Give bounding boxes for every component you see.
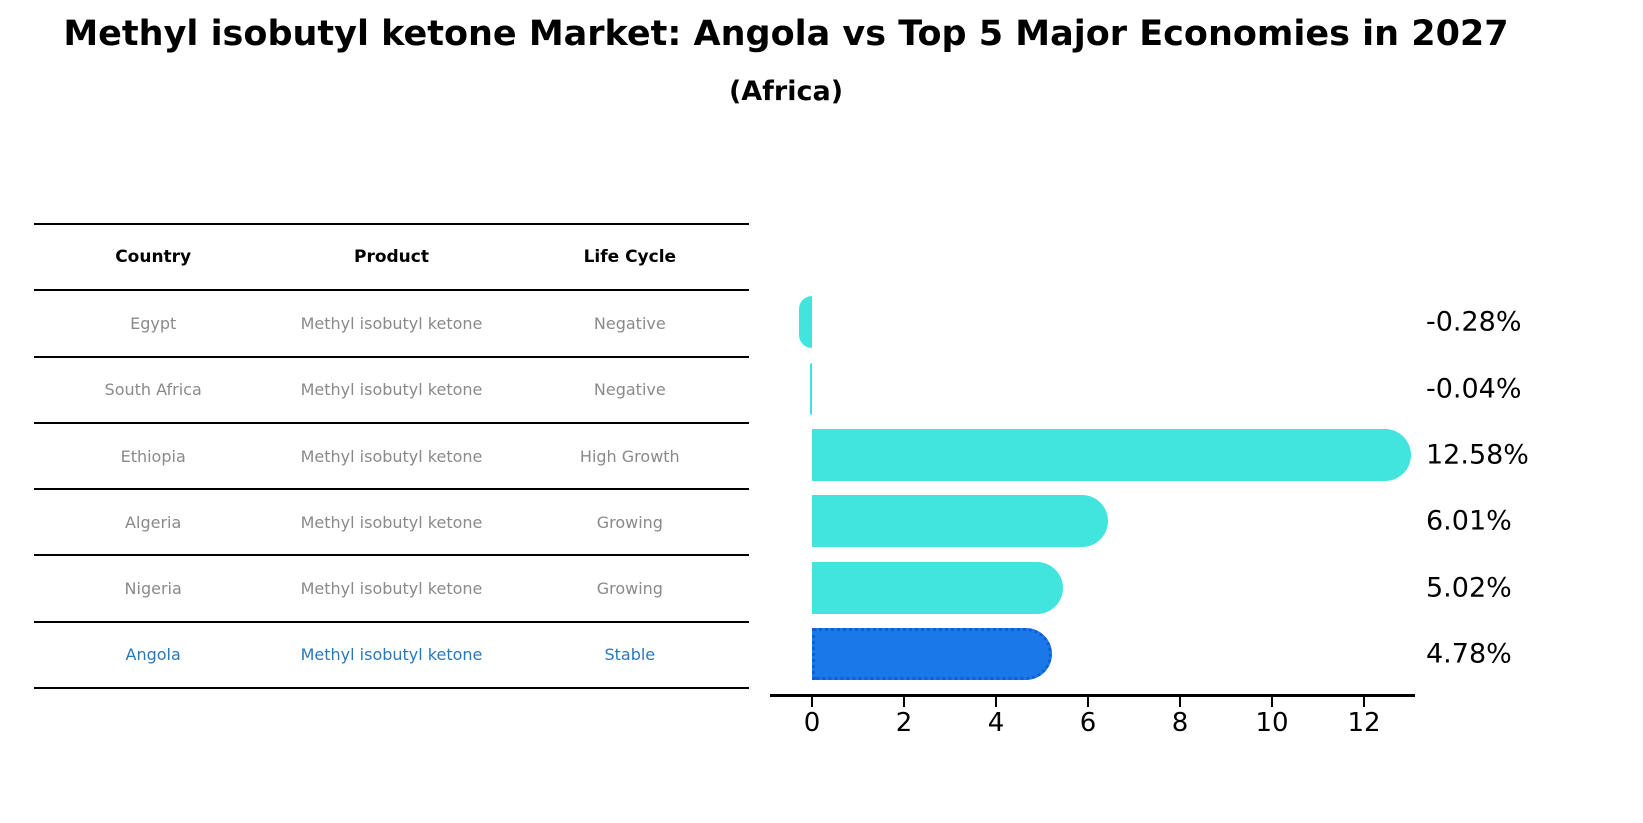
table-row-egypt: Egypt Methyl isobutyl ketone Negative (34, 291, 749, 358)
product-cell: Methyl isobutyl ketone (300, 579, 483, 599)
product-cell: Methyl isobutyl ketone (300, 512, 483, 532)
bar-value-label: -0.04% (1426, 373, 1522, 405)
x-axis-tick (995, 697, 997, 707)
country-cell: South Africa (104, 380, 202, 400)
column-header-product: Product (353, 247, 429, 268)
product-cell: Methyl isobutyl ketone (300, 380, 483, 400)
lifecycle-cell: Negative (593, 380, 666, 400)
product-cell: Methyl isobutyl ketone (300, 446, 483, 466)
lifecycle-cell: Growing (596, 512, 663, 532)
x-axis-tick (1179, 697, 1181, 707)
bar-ethiopia (812, 429, 1411, 482)
x-axis-line (770, 694, 1415, 697)
bar-value-label: -0.28% (1426, 306, 1522, 338)
x-axis-tick-label: 0 (803, 708, 821, 738)
bar-angola (812, 627, 1052, 680)
bar-value-label: 4.78% (1426, 638, 1512, 670)
table-row-algeria: Algeria Methyl isobutyl ketone Growing (34, 490, 749, 557)
product-cell: Methyl isobutyl ketone (300, 313, 483, 333)
lifecycle-cell: Negative (593, 313, 666, 333)
bar-south-africa (810, 362, 812, 415)
table-row-angola: Angola Methyl isobutyl ketone Stable (34, 623, 749, 690)
x-axis-tick-label: 10 (1255, 708, 1289, 738)
x-axis-tick (1363, 697, 1365, 707)
x-axis-tick-label: 2 (895, 708, 913, 738)
product-cell: Methyl isobutyl ketone (300, 645, 483, 665)
chart-title: Methyl isobutyl ketone Market: Angola vs… (63, 14, 1509, 54)
country-cell: Ethiopia (120, 446, 186, 466)
country-cell: Angola (125, 645, 181, 665)
x-axis-tick-label: 4 (987, 708, 1005, 738)
table-row-ethiopia: Ethiopia Methyl isobutyl ketone High Gro… (34, 424, 749, 491)
x-axis-tick-label: 8 (1171, 708, 1189, 738)
lifecycle-cell: Growing (596, 579, 663, 599)
x-axis-tick (903, 697, 905, 707)
chart-subtitle: (Africa) (728, 76, 844, 107)
table-header-row: Country Product Life Cycle (34, 225, 749, 292)
column-header-country: Country (115, 247, 192, 268)
x-axis-tick-label: 12 (1347, 708, 1381, 738)
x-axis-tick (1271, 697, 1273, 707)
country-cell: Egypt (130, 313, 177, 333)
x-axis-tick (1087, 697, 1089, 707)
column-header-lifecycle: Life Cycle (583, 247, 677, 268)
country-cell: Algeria (125, 512, 182, 532)
lifecycle-cell: Stable (604, 645, 656, 665)
bar-egypt (799, 296, 812, 349)
x-axis-tick (811, 697, 813, 707)
country-cell: Nigeria (124, 579, 182, 599)
lifecycle-cell: High Growth (579, 446, 680, 466)
bar-value-label: 12.58% (1426, 439, 1529, 471)
table-row-nigeria: Nigeria Methyl isobutyl ketone Growing (34, 556, 749, 623)
comparison-table: Country Product Life Cycle Egypt Methyl … (34, 223, 749, 690)
x-axis-tick-label: 6 (1079, 708, 1097, 738)
bar-value-label: 5.02% (1426, 572, 1512, 604)
table-row-south-africa: South Africa Methyl isobutyl ketone Nega… (34, 358, 749, 424)
bar-value-label: 6.01% (1426, 505, 1512, 537)
bar-nigeria (812, 561, 1063, 614)
bar-algeria (812, 495, 1109, 548)
